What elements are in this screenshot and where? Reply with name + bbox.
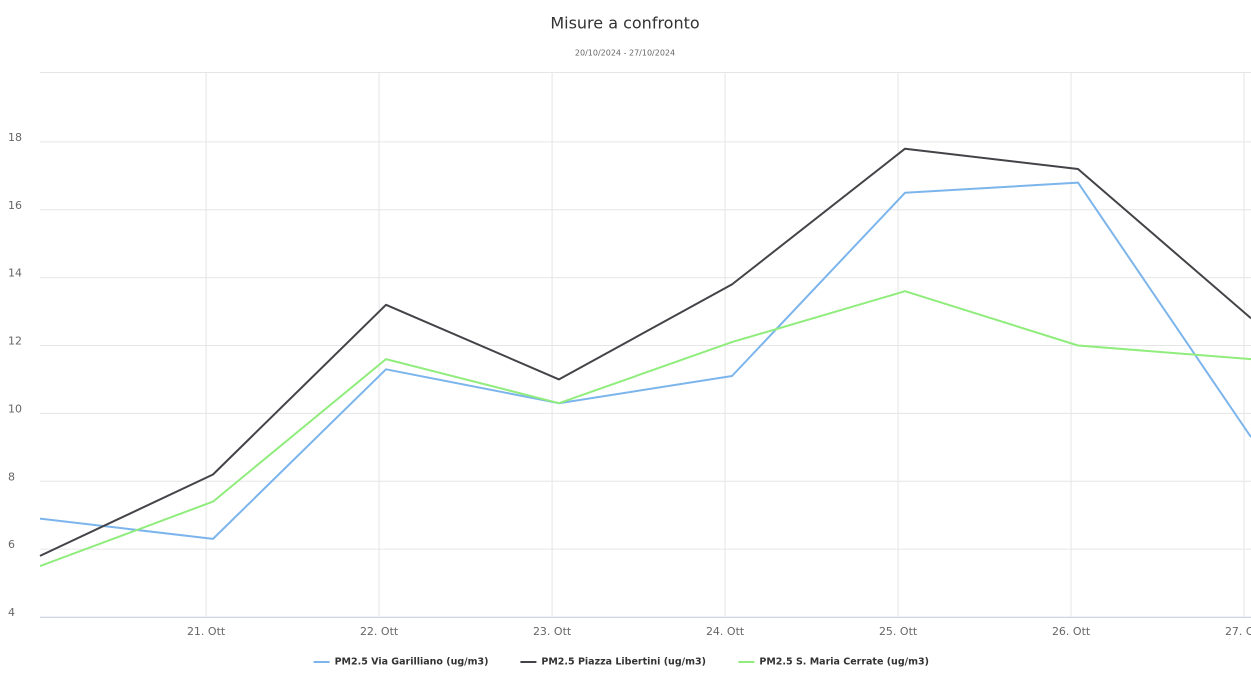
chart-subtitle: 20/10/2024 - 27/10/2024 [575, 49, 675, 58]
legend-label: PM2.5 Via Garilliano (ug/m3) [335, 657, 489, 668]
x-tick-label: 21. Ott [187, 625, 226, 638]
y-tick-label: 14 [8, 267, 22, 280]
y-tick-label: 6 [8, 538, 15, 551]
y-tick-label: 10 [8, 402, 22, 415]
legend-item[interactable]: PM2.5 Piazza Libertini (ug/m3) [520, 657, 706, 668]
legend-item[interactable]: PM2.5 Via Garilliano (ug/m3) [313, 657, 489, 668]
legend-item[interactable]: PM2.5 S. Maria Cerrate (ug/m3) [738, 657, 929, 668]
x-tick-label: 27. Ott [1225, 625, 1251, 638]
y-tick-label: 18 [8, 131, 22, 144]
x-tick-label: 23. Ott [533, 625, 572, 638]
series-line [39, 181, 1251, 540]
x-tick-label: 24. Ott [706, 625, 745, 638]
x-tick-label: 26. Ott [1052, 625, 1091, 638]
y-tick-label: 12 [8, 335, 22, 348]
x-tick-label: 25. Ott [879, 625, 918, 638]
y-tick-label: 4 [8, 606, 15, 619]
y-tick-label: 16 [8, 199, 22, 212]
chart-title: Misure a confronto [550, 14, 699, 33]
legend-label: PM2.5 S. Maria Cerrate (ug/m3) [759, 657, 929, 668]
series-line [39, 147, 1251, 557]
series-line [39, 290, 1251, 568]
legend-label: PM2.5 Piazza Libertini (ug/m3) [541, 657, 706, 668]
x-tick-label: 22. Ott [360, 625, 399, 638]
y-tick-label: 8 [8, 470, 15, 483]
